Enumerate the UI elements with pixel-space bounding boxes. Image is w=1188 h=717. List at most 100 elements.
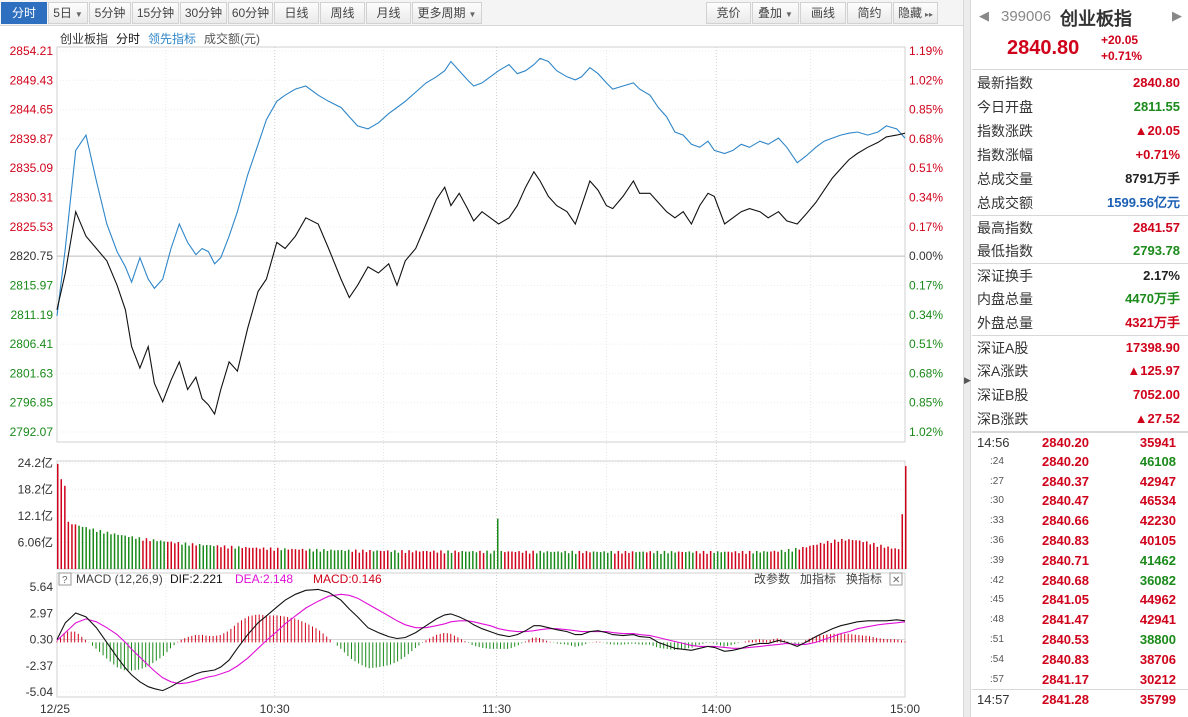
pct-tick-label: 1.02% — [909, 425, 943, 439]
volume-bar — [582, 553, 584, 569]
tick-time: :27 — [990, 475, 1004, 487]
pct-tick-label: 0.68% — [909, 132, 943, 146]
tool-button-0[interactable]: 竞价 — [706, 2, 751, 24]
volume-bar — [532, 550, 534, 569]
tool-button-1[interactable]: 叠加 ▼ — [752, 2, 799, 24]
stat-value: 2.17% — [1143, 268, 1180, 283]
volume-bar — [497, 518, 499, 569]
stat-value: ▲125.97 — [1127, 363, 1180, 378]
volume-bar — [819, 542, 822, 569]
tick-price: 2840.20 — [1042, 453, 1089, 469]
volume-bar — [596, 551, 598, 569]
pct-tick-label: 0.85% — [909, 396, 943, 410]
price-tick-label: 2839.87 — [10, 132, 54, 146]
pct-tick-label: 0.17% — [909, 278, 943, 292]
macd-title: MACD (12,26,9) — [76, 572, 163, 586]
period-tab-8[interactable]: 月线 — [366, 2, 411, 24]
panel-splitter[interactable]: ▶ — [963, 0, 971, 717]
volume-bar — [457, 552, 460, 569]
stat-label: 深B涨跌 — [977, 411, 1029, 427]
volume-bar — [131, 536, 133, 569]
stat-label: 深证B股 — [977, 387, 1029, 403]
volume-bar — [869, 544, 871, 569]
volume-bar — [844, 540, 847, 569]
tool-button-3[interactable]: 简约 — [847, 2, 892, 24]
volume-bar — [198, 544, 201, 569]
stat-row: 总成交额 1599.56亿元 — [972, 191, 1188, 215]
macd-tick-label: 0.30 — [30, 633, 54, 647]
volume-bar — [319, 551, 322, 569]
volume-bar — [731, 552, 733, 569]
tool-button-2[interactable]: 画线 — [800, 2, 846, 24]
period-toolbar: 分时 5日 ▼ 5分钟 15分钟 30分钟 60分钟 日线 周线 月线 更多周期 ▼ 竞价 叠加 ▼ 画线 简约… — [0, 0, 963, 26]
volume-bar — [539, 550, 541, 569]
volume-bar — [57, 463, 59, 569]
legend-leading[interactable]: 领先指标 — [148, 32, 197, 46]
tool-button-4[interactable]: 隐藏 ▸▸ — [893, 2, 938, 24]
volume-bar — [649, 551, 651, 569]
volume-bar — [685, 552, 687, 569]
collapse-arrow-icon[interactable]: ▶ — [964, 375, 971, 385]
period-tab-9[interactable]: 更多周期 ▼ — [412, 2, 482, 24]
period-tab-5[interactable]: 60分钟 — [228, 2, 273, 24]
period-tab-6[interactable]: 日线 — [274, 2, 319, 24]
macd-hist-value: MACD:0.146 — [313, 572, 382, 586]
volume-bar — [191, 543, 194, 569]
stat-value: +0.71% — [1135, 147, 1180, 162]
volume-bar — [213, 546, 215, 569]
tick-row: :36 2840.83 40105 — [972, 531, 1188, 551]
stat-value: 7052.00 — [1133, 387, 1180, 402]
volume-bar — [230, 545, 233, 569]
stat-row: 深证换手 2.17% — [972, 263, 1188, 287]
volume-bar — [220, 547, 222, 569]
volume-bar — [479, 550, 481, 569]
macd-help-box[interactable] — [58, 572, 72, 586]
volume-bar — [418, 551, 421, 569]
volume-bar — [117, 534, 119, 569]
macd-action-button[interactable]: 换指标 — [846, 571, 882, 586]
close-icon[interactable]: ✕ — [892, 575, 900, 586]
macd-close-box[interactable] — [889, 572, 903, 586]
volume-bar — [330, 549, 332, 569]
intraday-chart: 2854.21 1.19% 2849.43 1.02% 2844.65 0.85% 2839… — [10, 44, 944, 716]
tick-time: :24 — [990, 455, 1004, 467]
volume-bar — [128, 537, 130, 569]
macd-action-button[interactable]: 改参数 — [754, 571, 790, 586]
volume-bar — [670, 551, 673, 569]
volume-bar — [585, 551, 588, 569]
volume-bar — [890, 548, 893, 569]
period-tab-4[interactable]: 30分钟 — [180, 2, 227, 24]
volume-bar — [340, 550, 343, 569]
period-tab-0[interactable]: 分时 — [1, 2, 47, 24]
stock-code: 399006 — [1001, 8, 1052, 25]
volume-bar — [103, 533, 105, 569]
volume-bar — [784, 551, 786, 569]
stat-value: ▲27.52 — [1134, 411, 1180, 426]
macd-histogram — [56, 614, 906, 671]
volume-bar — [390, 551, 392, 569]
stat-label: 最高指数 — [977, 220, 1033, 236]
tick-list[interactable]: 14:56 2840.20 35941:24 2840.20 46108:27 2840.… — [972, 431, 1188, 709]
period-tab-1[interactable]: 5日 ▼ — [48, 2, 88, 24]
volume-bar — [897, 549, 900, 569]
tick-volume: 46534 — [1139, 493, 1176, 509]
help-icon[interactable]: ? — [62, 575, 68, 586]
volume-bar — [443, 553, 446, 569]
period-tab-7[interactable]: 周线 — [320, 2, 365, 24]
macd-action-button[interactable]: 加指标 — [800, 571, 836, 586]
volume-bar — [383, 551, 385, 569]
volume-bar — [308, 548, 311, 569]
period-tab-3[interactable]: 15分钟 — [132, 2, 179, 24]
volume-bar — [511, 551, 513, 569]
stat-value: 4321万手 — [1125, 315, 1180, 330]
volume-bar — [450, 553, 453, 569]
prev-arrow-icon[interactable]: ◀ — [979, 8, 989, 23]
stat-value: 2841.57 — [1133, 220, 1180, 235]
tick-row: :27 2840.37 42947 — [972, 472, 1188, 492]
volume-bar — [791, 551, 793, 569]
volume-bar — [553, 551, 556, 569]
volume-bar — [64, 485, 66, 569]
volume-bar — [887, 546, 889, 569]
period-tab-2[interactable]: 5分钟 — [89, 2, 131, 24]
next-arrow-icon[interactable]: ▶ — [1172, 8, 1182, 23]
